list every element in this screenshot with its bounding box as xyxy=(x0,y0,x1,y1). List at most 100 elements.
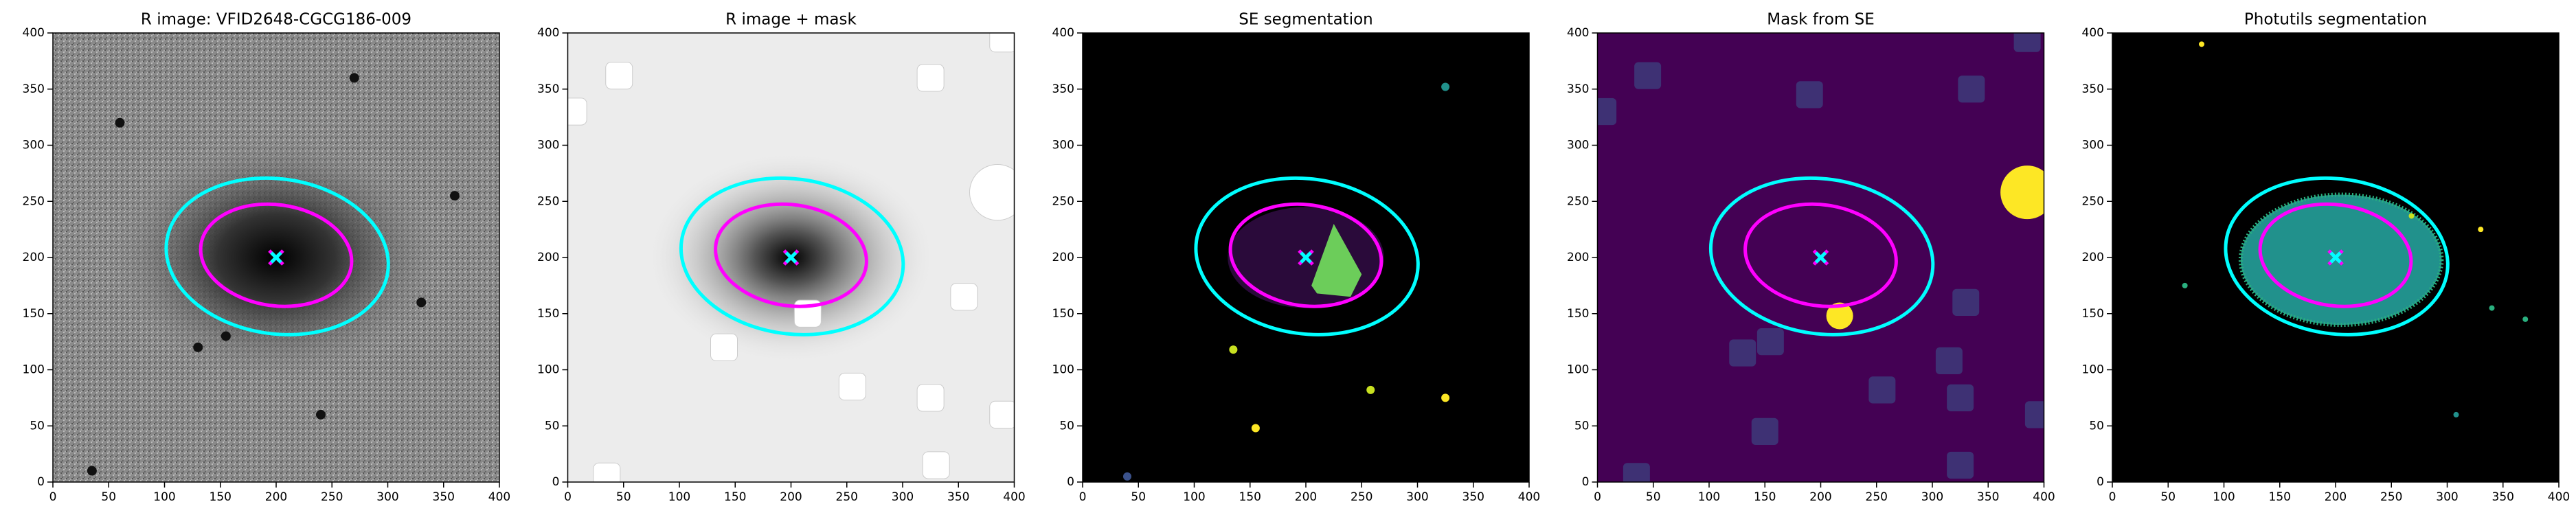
y-tick-label: 250 xyxy=(23,194,45,208)
aperture-ellipse xyxy=(2224,176,2450,336)
star xyxy=(416,297,427,308)
x-tick-label: 300 xyxy=(376,490,398,504)
mask-region xyxy=(916,64,945,92)
mask-region xyxy=(950,283,978,311)
star xyxy=(221,331,231,341)
y-tick-label: 250 xyxy=(1567,194,1589,208)
y-tick-label: 400 xyxy=(23,26,45,40)
y-tick-label: 300 xyxy=(23,139,45,152)
x-tick-label: 300 xyxy=(892,490,914,504)
aperture-ellipse xyxy=(1228,202,1383,308)
x-tick-label: 0 xyxy=(564,490,572,504)
star xyxy=(450,191,460,201)
y-tick-label: 200 xyxy=(537,251,559,264)
x-tick-label: 200 xyxy=(1295,490,1317,504)
y-tick-label: 100 xyxy=(1052,363,1074,377)
mask-region xyxy=(1729,339,1756,367)
y-tick-label: 300 xyxy=(2082,139,2104,152)
mask-region xyxy=(1796,81,1823,108)
x-tick-label: 350 xyxy=(1462,490,1484,504)
y-tick-label: 350 xyxy=(537,82,559,96)
y-tick-label: 200 xyxy=(23,251,45,264)
x-tick-label: 350 xyxy=(433,490,455,504)
panel-title: R image: VFID2648-CGCG186-009 xyxy=(141,11,411,29)
y-tick-label: 150 xyxy=(1052,307,1074,321)
x-tick-label: 400 xyxy=(488,490,510,504)
aperture-ellipse xyxy=(164,176,390,336)
star xyxy=(87,466,97,476)
y-tick-label: 0 xyxy=(1582,475,1590,489)
y-tick-label: 100 xyxy=(23,363,45,377)
mask-region xyxy=(1751,417,1778,446)
y-tick-label: 300 xyxy=(537,139,559,152)
mask-region xyxy=(567,98,587,126)
panel-title: Photutils segmentation xyxy=(2244,11,2427,29)
x-tick-label: 50 xyxy=(616,490,631,504)
x-tick-label: 200 xyxy=(265,490,287,504)
mask-region xyxy=(1623,463,1650,482)
image-area xyxy=(567,33,1015,482)
mask-region xyxy=(1958,76,1985,103)
x-tick-label: 50 xyxy=(2160,490,2176,504)
y-tick-label: 250 xyxy=(2082,194,2104,208)
x-tick-label: 200 xyxy=(1809,490,1831,504)
x-tick-label: 150 xyxy=(1754,490,1776,504)
y-tick-label: 350 xyxy=(2082,82,2104,96)
x-tick-label: 350 xyxy=(1977,490,1999,504)
star xyxy=(316,409,326,420)
y-tick-label: 300 xyxy=(1567,139,1589,152)
y-tick-label: 350 xyxy=(1567,82,1589,96)
y-tick-label: 0 xyxy=(1067,475,1074,489)
mask-region xyxy=(1947,384,1974,411)
aperture-ellipse xyxy=(2258,202,2413,308)
image-area xyxy=(1083,33,1529,482)
x-tick-label: 400 xyxy=(1003,490,1025,504)
y-tick-label: 150 xyxy=(2082,307,2104,321)
mask-region xyxy=(969,164,1015,221)
x-tick-label: 0 xyxy=(49,490,57,504)
se-source xyxy=(1229,345,1238,354)
mask-region xyxy=(1947,451,1974,479)
x-tick-label: 50 xyxy=(1646,490,1661,504)
mask-region xyxy=(989,400,1015,429)
y-tick-label: 0 xyxy=(2097,475,2104,489)
x-tick-label: 150 xyxy=(210,490,231,504)
mask-region xyxy=(2000,165,2044,220)
x-tick-label: 100 xyxy=(668,490,690,504)
x-tick-label: 300 xyxy=(1406,490,1428,504)
x-tick-label: 350 xyxy=(947,490,969,504)
y-tick-label: 150 xyxy=(1567,307,1589,321)
mask-region xyxy=(593,462,621,482)
y-tick-label: 200 xyxy=(2082,251,2104,264)
y-tick-label: 400 xyxy=(1567,26,1589,40)
y-tick-label: 250 xyxy=(537,194,559,208)
se-source xyxy=(1441,393,1450,402)
y-tick-label: 400 xyxy=(2082,26,2104,40)
star xyxy=(193,342,203,352)
aperture-ellipse xyxy=(1743,202,1898,308)
center-marker xyxy=(2329,251,2342,264)
y-tick-label: 0 xyxy=(37,475,45,489)
mask-region xyxy=(1756,328,1784,356)
y-tick-label: 50 xyxy=(1059,419,1074,433)
x-tick-label: 250 xyxy=(1351,490,1372,504)
x-tick-label: 400 xyxy=(2033,490,2055,504)
mask-region xyxy=(1826,302,1853,330)
mask-region xyxy=(1952,288,1980,317)
photutils-source xyxy=(2522,316,2529,322)
image-area xyxy=(53,33,499,482)
x-tick-label: 50 xyxy=(1131,490,1146,504)
mask-region xyxy=(1634,62,1662,89)
star xyxy=(115,117,125,128)
se-source xyxy=(1366,385,1375,394)
x-tick-label: 400 xyxy=(2548,490,2570,504)
x-tick-label: 250 xyxy=(836,490,858,504)
aperture-ellipse xyxy=(714,202,868,308)
y-tick-label: 50 xyxy=(2089,419,2104,433)
x-tick-label: 150 xyxy=(2269,490,2291,504)
photutils-source xyxy=(2182,282,2188,288)
panel-title: R image + mask xyxy=(725,11,857,29)
mask-region xyxy=(605,62,633,90)
y-tick-label: 100 xyxy=(537,363,559,377)
